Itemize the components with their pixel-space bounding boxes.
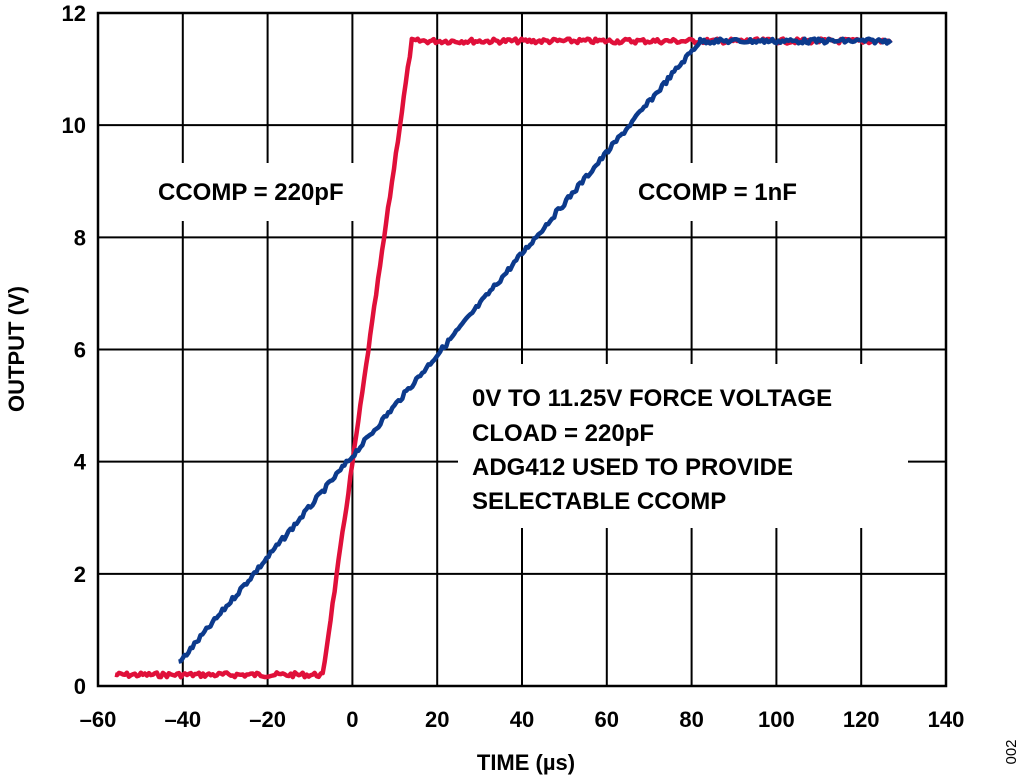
x-tick-label: –20 bbox=[249, 707, 286, 732]
y-tick-label: 8 bbox=[74, 225, 86, 250]
x-tick-label: 40 bbox=[510, 707, 534, 732]
y-tick-label: 4 bbox=[74, 450, 87, 475]
plot-border bbox=[96, 11, 948, 688]
y-tick-label: 10 bbox=[62, 113, 86, 138]
plot-frame bbox=[96, 11, 948, 688]
x-tick-label: 140 bbox=[928, 707, 965, 732]
annotation-box-1nf bbox=[625, 163, 825, 221]
series-line-220pf bbox=[114, 36, 893, 680]
x-tick-label: –60 bbox=[80, 707, 117, 732]
annotation-line-4: SELECTABLE CCOMP bbox=[472, 488, 726, 515]
annotation-line-2: CLOAD = 220pF bbox=[472, 420, 654, 447]
y-tick-label: 12 bbox=[62, 1, 86, 26]
annotation-1nf: CCOMP = 1nF bbox=[638, 179, 797, 206]
x-tick-label: 0 bbox=[346, 707, 358, 732]
x-tick-label: –40 bbox=[164, 707, 201, 732]
y-tick-label: 0 bbox=[74, 674, 86, 699]
x-tick-label: 100 bbox=[758, 707, 795, 732]
x-tick-label: 120 bbox=[843, 707, 880, 732]
x-tick-labels: –60 –40 –20 0 20 40 60 80 100 120 140 bbox=[80, 707, 965, 732]
annotation-box-conditions bbox=[458, 364, 908, 528]
annotation-220pf: CCOMP = 220pF bbox=[158, 179, 344, 206]
annotation-line-3: ADG412 USED TO PROVIDE bbox=[472, 454, 793, 481]
x-axis-label: TIME (µs) bbox=[477, 750, 575, 775]
y-tick-labels: 0 2 4 6 8 10 12 bbox=[62, 1, 87, 699]
series-layer bbox=[114, 36, 893, 680]
annotation-box-220pf bbox=[145, 163, 377, 221]
figure-id: 002 bbox=[1003, 739, 1020, 764]
y-tick-label: 2 bbox=[74, 562, 86, 587]
y-axis-label: OUTPUT (V) bbox=[4, 286, 29, 412]
x-tick-label: 60 bbox=[595, 707, 619, 732]
x-tick-label: 80 bbox=[679, 707, 703, 732]
x-tick-label: 20 bbox=[425, 707, 449, 732]
annotation-layer: CCOMP = 220pF CCOMP = 1nF 0V TO 11.25V F… bbox=[145, 163, 908, 528]
y-tick-label: 6 bbox=[74, 338, 86, 363]
series-line-1nf bbox=[178, 36, 893, 664]
annotation-line-1: 0V TO 11.25V FORCE VOLTAGE bbox=[472, 385, 832, 412]
grid bbox=[97, 12, 947, 687]
